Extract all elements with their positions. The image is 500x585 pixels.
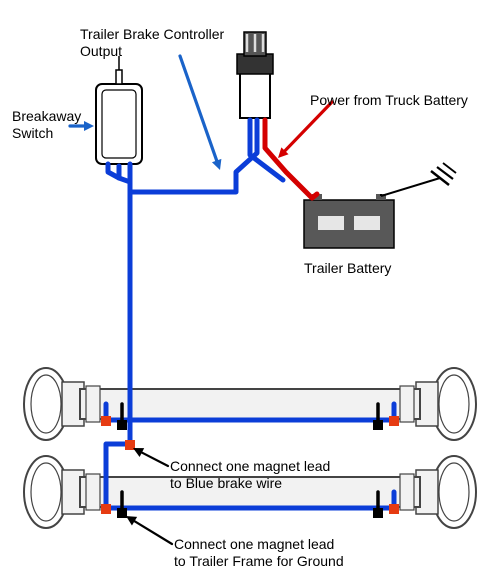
label-controller: Trailer Brake ControllerOutput xyxy=(80,26,224,60)
label-battery: Trailer Battery xyxy=(304,260,391,277)
label-connect-ground: Connect one magnet leadto Trailer Frame … xyxy=(174,536,344,570)
diagram-canvas xyxy=(0,0,500,585)
label-breakaway: BreakawaySwitch xyxy=(12,108,81,142)
label-power: Power from Truck Battery xyxy=(310,92,468,109)
label-connect-blue: Connect one magnet leadto Blue brake wir… xyxy=(170,458,330,492)
